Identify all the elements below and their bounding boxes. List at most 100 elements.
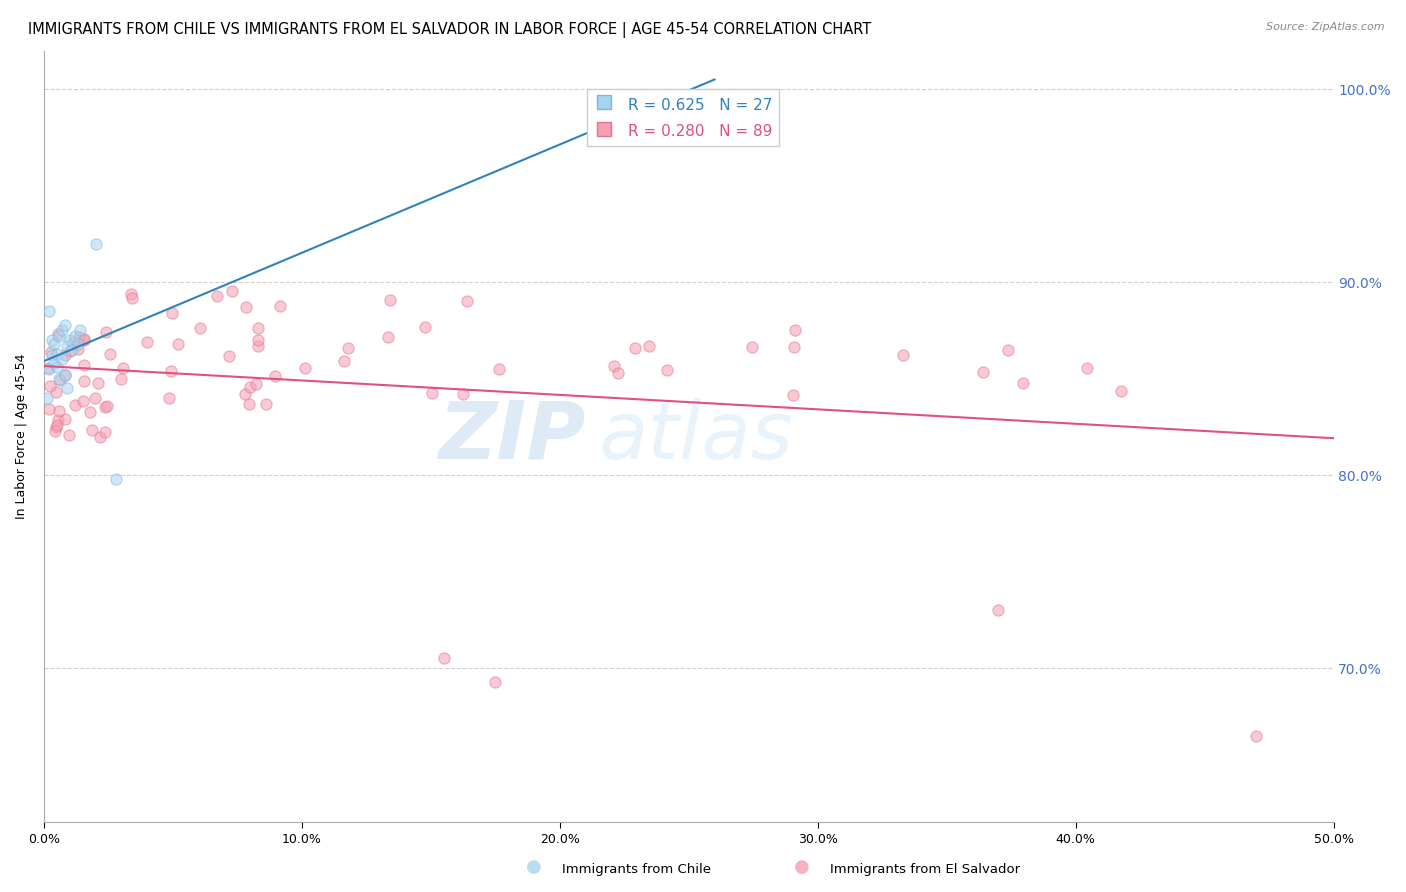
Point (56, 339, 79, 353)
Y-axis label: In Labor Force | Age 45-54: In Labor Force | Age 45-54 (15, 354, 28, 519)
Point (80, 423, 103, 437)
Point (53, 318, 76, 332)
Point (377, 330, 399, 344)
Point (48, 403, 70, 417)
Point (45, 360, 67, 375)
Point (624, 341, 647, 355)
Legend: R = 0.625   N = 27, R = 0.280   N = 89: R = 0.625 N = 27, R = 0.280 N = 89 (586, 89, 779, 146)
Point (96, 399, 118, 413)
Point (51, 352, 73, 367)
Point (44, 424, 66, 438)
Text: ●: ● (793, 858, 810, 876)
Point (1076, 361, 1098, 376)
Point (59, 344, 82, 359)
Point (38, 304, 60, 318)
Point (121, 291, 143, 305)
Point (73, 332, 96, 346)
Text: Immigrants from Chile: Immigrants from Chile (562, 863, 711, 876)
Point (264, 369, 287, 384)
Point (48, 373, 70, 387)
Point (73, 374, 96, 388)
Point (105, 472, 128, 486)
Point (63, 329, 86, 343)
Point (94, 400, 117, 414)
Point (1011, 376, 1033, 390)
Text: ●: ● (526, 858, 543, 876)
Point (46, 417, 69, 432)
Point (45, 420, 67, 434)
Point (84, 391, 107, 405)
Point (41, 333, 63, 347)
Text: ZIP: ZIP (439, 398, 585, 475)
Point (741, 340, 763, 354)
Point (46, 326, 69, 341)
Point (782, 387, 804, 401)
Point (997, 343, 1019, 357)
Point (53, 368, 76, 382)
Point (39, 345, 62, 359)
Point (120, 286, 142, 301)
Point (456, 294, 478, 309)
Point (162, 306, 184, 320)
Point (433, 651, 456, 665)
Point (246, 333, 269, 347)
Point (35, 391, 58, 405)
Point (94, 425, 117, 440)
Point (205, 288, 228, 302)
Point (72, 358, 94, 372)
Point (603, 359, 626, 373)
Point (607, 366, 630, 380)
Point (378, 293, 401, 308)
Point (53, 412, 76, 426)
Point (233, 387, 256, 401)
Point (238, 397, 260, 411)
Point (67, 343, 90, 357)
Point (655, 363, 678, 377)
Point (69, 323, 91, 337)
Point (269, 299, 291, 313)
Point (488, 362, 510, 376)
Point (972, 365, 994, 379)
Point (48, 371, 70, 385)
Point (45, 384, 67, 399)
Point (84, 236, 107, 251)
Point (166, 336, 188, 351)
Text: IMMIGRANTS FROM CHILE VS IMMIGRANTS FROM EL SALVADOR IN LABOR FORCE | AGE 45-54 : IMMIGRANTS FROM CHILE VS IMMIGRANTS FROM… (28, 22, 872, 38)
Point (783, 340, 806, 354)
Point (294, 360, 316, 375)
Point (44, 356, 66, 370)
Point (484, 674, 506, 689)
Point (135, 334, 157, 349)
Point (66, 337, 89, 351)
Point (89, 429, 111, 443)
Point (1244, 729, 1267, 743)
Point (38, 362, 60, 376)
Point (413, 320, 436, 334)
Point (110, 372, 132, 386)
Point (96, 325, 118, 339)
Point (1109, 384, 1132, 398)
Point (44, 337, 66, 351)
Point (48, 329, 70, 343)
Point (246, 320, 269, 334)
Point (644, 95, 666, 110)
Point (111, 361, 134, 376)
Text: Source: ZipAtlas.com: Source: ZipAtlas.com (1267, 22, 1385, 32)
Point (783, 323, 806, 337)
Point (987, 603, 1010, 617)
Point (891, 347, 914, 361)
Point (55, 348, 77, 362)
Point (56, 381, 79, 395)
Point (235, 300, 257, 314)
Point (67, 330, 90, 344)
Point (45, 346, 67, 360)
Point (46, 413, 69, 427)
Point (239, 380, 262, 394)
Point (218, 349, 240, 363)
Point (246, 339, 269, 353)
Point (422, 385, 444, 400)
Point (605, 95, 627, 110)
Point (333, 354, 356, 368)
Point (38, 402, 60, 417)
Point (337, 341, 360, 355)
